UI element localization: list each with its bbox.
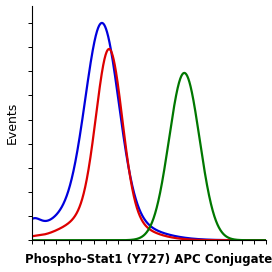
- Y-axis label: Events: Events: [5, 102, 18, 144]
- X-axis label: Phospho-Stat1 (Y727) APC Conjugate: Phospho-Stat1 (Y727) APC Conjugate: [26, 254, 272, 267]
